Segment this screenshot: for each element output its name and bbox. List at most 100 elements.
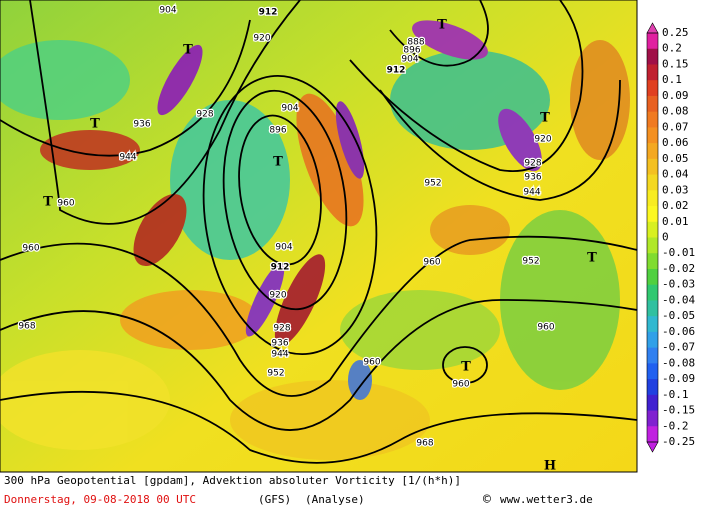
caption-analysis: (Analyse): [305, 493, 365, 506]
contour-label: 968: [416, 439, 433, 449]
contour-label: 960: [57, 199, 74, 209]
pressure-center: H: [544, 459, 556, 474]
colorbar-label: 0.05: [662, 152, 689, 165]
colorbar-label: 0.15: [662, 57, 689, 70]
contour-label: 912: [259, 8, 278, 18]
colorbar-frame: [646, 32, 659, 443]
colorbar-segment: [647, 347, 658, 364]
contour-label: 904: [159, 6, 176, 16]
pressure-center: T: [90, 117, 100, 132]
colorbar-label: -0.15: [662, 404, 695, 417]
contour-label: 944: [119, 153, 136, 163]
contour-label: 920: [269, 291, 286, 301]
colorbar-segment: [647, 268, 658, 286]
colorbar-arrow: [646, 22, 659, 34]
contour-label: 928: [196, 110, 213, 120]
contour-label: 944: [523, 188, 540, 198]
colorbar-segment: [647, 127, 658, 144]
contour-label: 904: [401, 55, 418, 65]
colorbar-label: -0.07: [662, 341, 695, 354]
colorbar-label: 0.2: [662, 42, 682, 55]
colorbar-segment: [647, 80, 658, 97]
colorbar-segment: [647, 284, 658, 301]
colorbar-segment: [647, 206, 658, 223]
contour-label: 928: [273, 324, 290, 334]
contour-label: 896: [269, 126, 286, 136]
colorbar-segment: [647, 426, 658, 443]
colorbar-arrow: [646, 441, 659, 453]
contour-label: 904: [275, 243, 292, 253]
pressure-center: T: [273, 155, 283, 170]
colorbar-segment: [647, 33, 658, 50]
colorbar-label: 0.1: [662, 73, 682, 86]
colorbar-label: -0.08: [662, 356, 695, 369]
colorbar-label: 0.04: [662, 168, 689, 181]
colorbar-segment: [647, 394, 658, 412]
contour-label: 904: [281, 104, 298, 114]
colorbar-label: 0.08: [662, 105, 689, 118]
colorbar-segment: [647, 143, 658, 160]
caption-copyright: ©: [483, 493, 491, 508]
pressure-center: T: [540, 111, 550, 126]
pressure-center: T: [461, 360, 471, 375]
colorbar-label: -0.01: [662, 246, 695, 259]
contour-label: 896: [403, 46, 420, 56]
colorbar-segment: [647, 95, 658, 113]
colorbar-segment: [647, 410, 658, 427]
colorbar-label: 0.02: [662, 199, 689, 212]
colorbar-label: -0.09: [662, 372, 695, 385]
colorbar-label: 0: [662, 231, 669, 244]
contour-label: 912: [271, 263, 290, 273]
caption-date: Donnerstag, 09-08-2018 00 UTC: [4, 493, 196, 506]
colorbar-label: 0.01: [662, 215, 689, 228]
caption-credit: www.wetter3.de: [500, 493, 593, 506]
colorbar-segment: [647, 316, 658, 333]
colorbar-segment: [647, 64, 658, 81]
pressure-center: T: [587, 251, 597, 266]
caption-title: 300 hPa Geopotential [gpdam], Advektion …: [4, 474, 461, 487]
colorbar-segment: [647, 221, 658, 238]
contour-label: 960: [363, 358, 380, 368]
colorbar-label: 0.06: [662, 136, 689, 149]
colorbar-segment: [647, 237, 658, 254]
contour-label: 952: [267, 369, 284, 379]
colorbar-segment: [647, 363, 658, 380]
colorbar-label: 0.25: [662, 26, 689, 39]
contour-label: 920: [253, 34, 270, 44]
contour-label: 952: [522, 257, 539, 267]
contour-label: 912: [387, 66, 406, 76]
contour-label: 960: [423, 258, 440, 268]
contour-label: 928: [524, 159, 541, 169]
contour-label: 920: [534, 135, 551, 145]
colorbar-segment: [647, 48, 658, 65]
colorbar-label: -0.02: [662, 262, 695, 275]
map-field: [0, 0, 637, 472]
pressure-center: T: [43, 195, 53, 210]
contour-label: 936: [133, 120, 150, 130]
colorbar-label: -0.06: [662, 325, 695, 338]
contour-label: 952: [424, 179, 441, 189]
colorbar-label: -0.04: [662, 293, 695, 306]
colorbar-segment: [647, 379, 658, 396]
colorbar-label: 0.03: [662, 183, 689, 196]
contour-label: 960: [452, 380, 469, 390]
colorbar-label: 0.07: [662, 120, 689, 133]
colorbar-label: -0.25: [662, 435, 695, 448]
colorbar: 0.25 0.2 0.15 0.1 0.09 0.08 0.07 0.06 0.05 0.04 0.…: [646, 22, 695, 453]
contour-label: 968: [18, 322, 35, 332]
contour-label: 936: [524, 173, 541, 183]
map-labels: 904 912920TT888896904912928936T904896T944…: [17, 4, 597, 474]
contour-label: 960: [22, 244, 39, 254]
colorbar-label: -0.1: [662, 388, 689, 401]
colorbar-segment: [647, 174, 658, 191]
colorbar-label: 0.09: [662, 89, 689, 102]
pressure-center: T: [437, 18, 447, 33]
contour-label: 936: [271, 339, 288, 349]
colorbar-segment: [647, 111, 658, 128]
colorbar-segment: [647, 300, 658, 317]
colorbar-segment: [647, 190, 658, 207]
contour-label: 944: [271, 350, 288, 360]
caption-model: (GFS): [258, 493, 291, 506]
